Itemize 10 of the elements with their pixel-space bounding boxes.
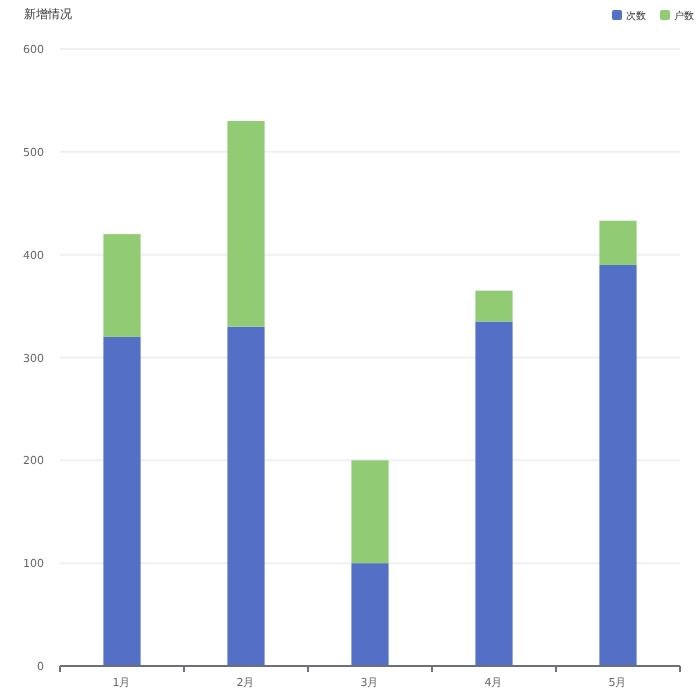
bar bbox=[599, 220, 637, 265]
bar bbox=[599, 264, 637, 666]
bar bbox=[351, 460, 389, 564]
bar bbox=[475, 321, 513, 666]
bar bbox=[103, 234, 141, 337]
bar bbox=[475, 290, 513, 322]
bar bbox=[227, 120, 265, 327]
bar bbox=[351, 563, 389, 666]
bar bbox=[227, 326, 265, 666]
bar bbox=[103, 336, 141, 666]
